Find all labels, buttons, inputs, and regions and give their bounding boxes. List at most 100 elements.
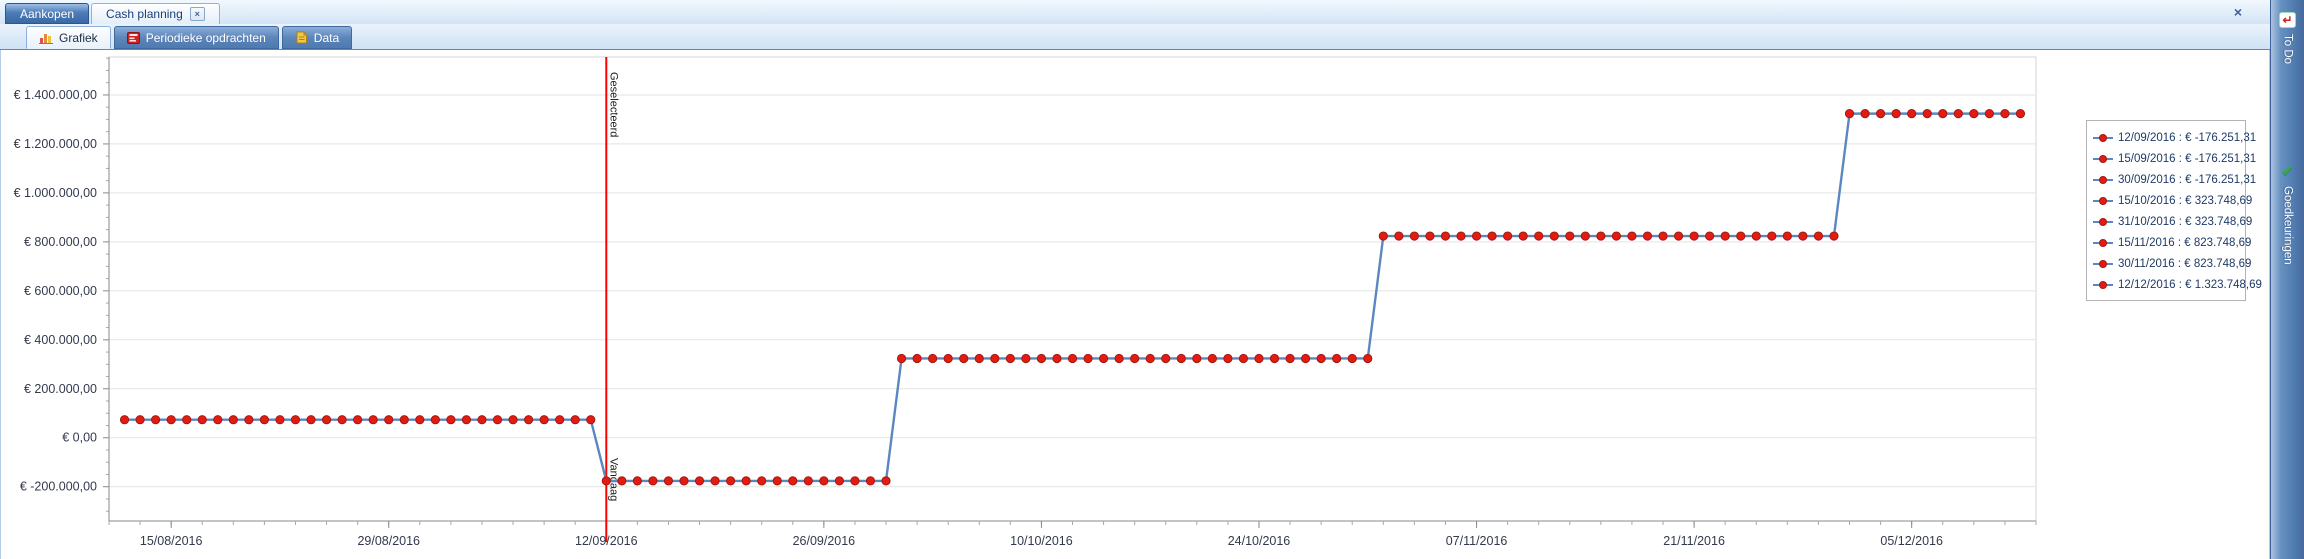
data-point <box>819 476 829 486</box>
data-point <box>539 415 549 425</box>
data-point <box>1642 231 1653 241</box>
tab-aankopen[interactable]: Aankopen <box>5 3 90 24</box>
data-point <box>1813 231 1824 241</box>
tab-periodieke-opdrachten[interactable]: Periodieke opdrachten <box>113 26 279 49</box>
data-point <box>1596 231 1606 241</box>
data-point <box>1238 353 1249 364</box>
legend-entry: 12/12/2016 : € 1.323.748,69 <box>2093 274 2262 295</box>
data-point <box>1860 109 1870 119</box>
sidebar-item-goedkeuringen[interactable]: ✔ Goedkeuringen <box>2281 162 2294 265</box>
data-point <box>1083 353 1093 364</box>
sidebar-item-todo-label: To Do <box>2281 34 2294 65</box>
y-axis-label: € 1.000.000,00 <box>14 186 97 200</box>
data-point <box>850 476 860 486</box>
legend-marker-icon <box>2093 133 2113 142</box>
data-point <box>275 415 285 425</box>
data-point <box>1565 231 1575 241</box>
data-point <box>1673 231 1684 241</box>
data-point <box>1005 353 1015 364</box>
data-point <box>1658 231 1668 241</box>
data-point <box>1301 353 1311 364</box>
data-point <box>632 476 642 486</box>
sub-tab-bar: Grafiek Periodieke opdrachten Data <box>0 24 2270 50</box>
plot-border <box>108 56 2037 522</box>
legend-entry-label: 31/10/2016 : € 323.748,69 <box>2118 215 2253 228</box>
close-icon[interactable]: × <box>2233 4 2242 20</box>
tab-grafiek-label: Grafiek <box>59 30 98 45</box>
y-axis-label: € 0,00 <box>62 431 97 445</box>
data-point <box>477 415 487 425</box>
cash-planning-chart[interactable]: € 1.400.000,00 € 1.200.000,00 € 1.000.000,… <box>1 50 2271 559</box>
bar-chart-icon <box>39 34 53 44</box>
data-point <box>1316 353 1326 364</box>
x-axis-label: 10/10/2016 <box>1010 534 1073 548</box>
legend-marker-icon <box>2093 196 2113 205</box>
data-point <box>741 476 751 486</box>
data-point <box>399 415 409 425</box>
data-point <box>1844 109 1855 119</box>
data-point <box>726 476 736 486</box>
data-point <box>1627 231 1637 241</box>
data-point <box>2000 109 2010 119</box>
legend-entry: 15/11/2016 : € 823.748,69 <box>2093 232 2251 253</box>
data-point <box>710 476 720 486</box>
data-point <box>1487 231 1497 241</box>
tab-data[interactable]: Data <box>281 26 353 49</box>
legend-entry: 15/10/2016 : € 323.748,69 <box>2093 190 2252 211</box>
data-point <box>1736 231 1746 241</box>
data-point <box>244 415 254 425</box>
x-axis-label: 26/09/2016 <box>793 534 856 548</box>
data-point <box>1161 353 1171 364</box>
right-dock-bar: ↵ To Do ✔ Goedkeuringen <box>2270 0 2304 559</box>
data-icon <box>296 31 308 44</box>
data-point <box>865 476 876 486</box>
data-point <box>1938 109 1948 119</box>
legend-entry: 31/10/2016 : € 323.748,69 <box>2093 211 2252 232</box>
data-point <box>881 476 891 486</box>
data-point <box>166 415 176 425</box>
data-point <box>788 476 798 486</box>
green-check-icon: ✔ <box>2281 163 2294 181</box>
legend-marker-icon <box>2093 154 2113 163</box>
data-point <box>586 415 596 425</box>
data-point <box>1207 353 1217 364</box>
data-point <box>1471 231 1482 241</box>
data-point <box>1720 231 1730 241</box>
legend-entry: 30/09/2016 : € -176.251,31 <box>2093 169 2256 190</box>
data-point <box>1192 353 1202 364</box>
data-point <box>213 415 223 425</box>
data-point <box>1953 109 1963 119</box>
data-point <box>492 415 503 425</box>
tab-grafiek[interactable]: Grafiek <box>26 26 111 49</box>
data-point <box>2015 109 2026 119</box>
chart-panel: € 1.400.000,00 € 1.200.000,00 € 1.000.000,… <box>0 50 2270 559</box>
data-point <box>1285 353 1295 364</box>
legend-entry-label: 12/12/2016 : € 1.323.748,69 <box>2118 278 2262 291</box>
y-axis-label: € 200.000,00 <box>24 382 97 396</box>
legend-marker-icon <box>2093 238 2113 247</box>
sidebar-item-todo[interactable]: ↵ To Do <box>2279 0 2296 64</box>
y-axis-label: € -200.000,00 <box>20 480 97 494</box>
data-point <box>1689 231 1699 241</box>
y-axis-label: € 800.000,00 <box>24 235 97 249</box>
data-point <box>959 353 969 364</box>
data-point <box>974 353 984 364</box>
data-point <box>1549 231 1559 241</box>
data-point <box>1891 109 1901 119</box>
y-axis-label: € 1.400.000,00 <box>14 88 97 102</box>
data-point <box>182 415 192 425</box>
data-point <box>1176 353 1186 364</box>
close-tab-icon[interactable]: × <box>189 7 205 21</box>
data-point <box>617 476 627 486</box>
data-point <box>1394 231 1404 241</box>
data-point <box>601 476 611 486</box>
tab-cash-planning[interactable]: Cash planning × <box>91 3 220 24</box>
data-point <box>1456 231 1466 241</box>
data-point <box>1875 109 1886 119</box>
data-point <box>1798 231 1808 241</box>
legend-marker-icon <box>2093 259 2113 268</box>
x-axis-label: 29/08/2016 <box>357 534 420 548</box>
selected-annotation: Geselecteerd <box>607 72 619 137</box>
legend-entry: 30/11/2016 : € 823.748,69 <box>2093 253 2251 274</box>
data-point <box>384 415 394 425</box>
